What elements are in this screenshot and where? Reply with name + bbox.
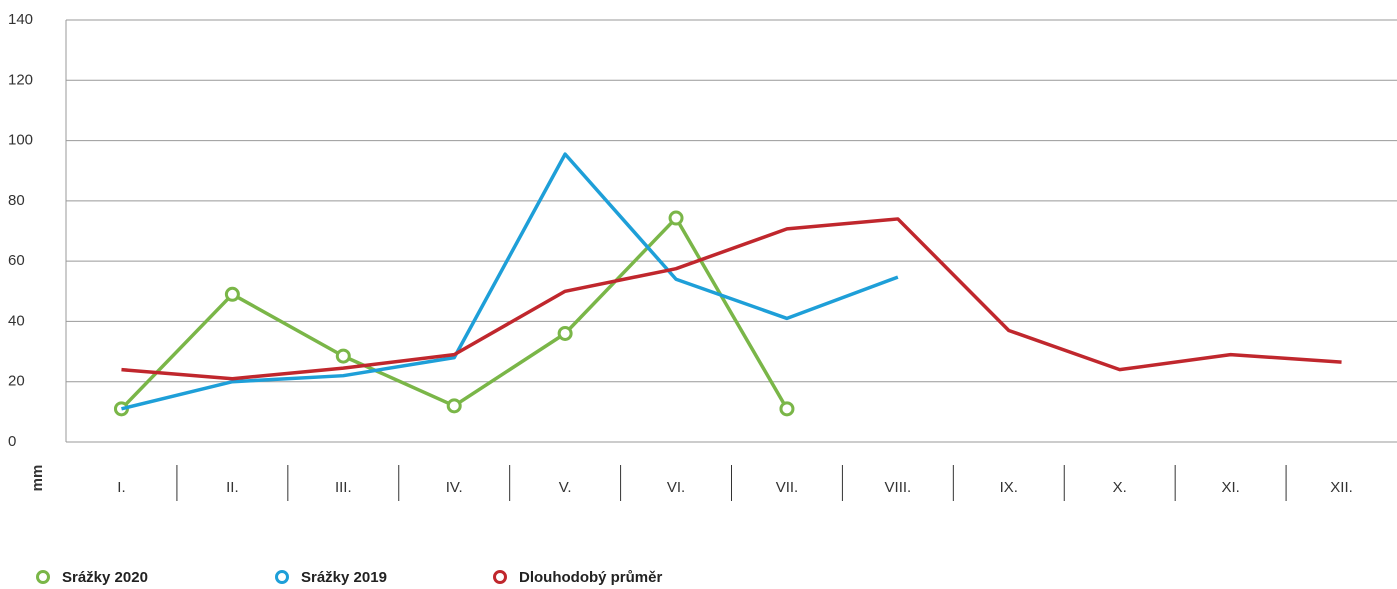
legend-marker [36,570,50,584]
y-tick-label: 60 [8,252,25,269]
point-marker [446,398,462,414]
x-tick-label: II. [226,479,239,496]
x-tick-label: IX. [1000,479,1018,496]
point-marker [779,401,795,417]
series-line [121,152,899,411]
x-tick-label: XI. [1221,479,1239,496]
legend-label: Srážky 2019 [301,569,387,586]
point-marker [557,325,573,341]
y-tick-label: 20 [8,373,25,390]
y-tick-label: 80 [8,192,25,209]
y-tick-label: 100 [8,132,33,149]
legend-marker [275,570,289,584]
x-tick-label: VI. [667,479,685,496]
y-tick-label: 0 [8,433,16,450]
x-tick-label: X. [1113,479,1127,496]
series-line [120,216,789,411]
y-axis-label: mm [29,465,46,492]
x-tick-label: XII. [1330,479,1353,496]
legend-label: Srážky 2020 [62,569,148,586]
x-tick-label: I. [117,479,125,496]
x-tick-label: VIII. [885,479,912,496]
legend-marker [493,570,507,584]
series-line [121,217,1342,381]
x-tick-label: IV. [446,479,463,496]
point-marker [335,348,351,364]
point-marker [668,210,684,226]
x-tick-label: VII. [776,479,799,496]
y-tick-label: 120 [8,71,33,88]
point-marker [224,286,240,302]
x-tick-label: III. [335,479,352,496]
y-tick-label: 140 [8,11,33,28]
x-tick-label: V. [559,479,572,496]
legend-label: Dlouhodobý průměr [519,569,662,586]
y-tick-label: 40 [8,312,25,329]
